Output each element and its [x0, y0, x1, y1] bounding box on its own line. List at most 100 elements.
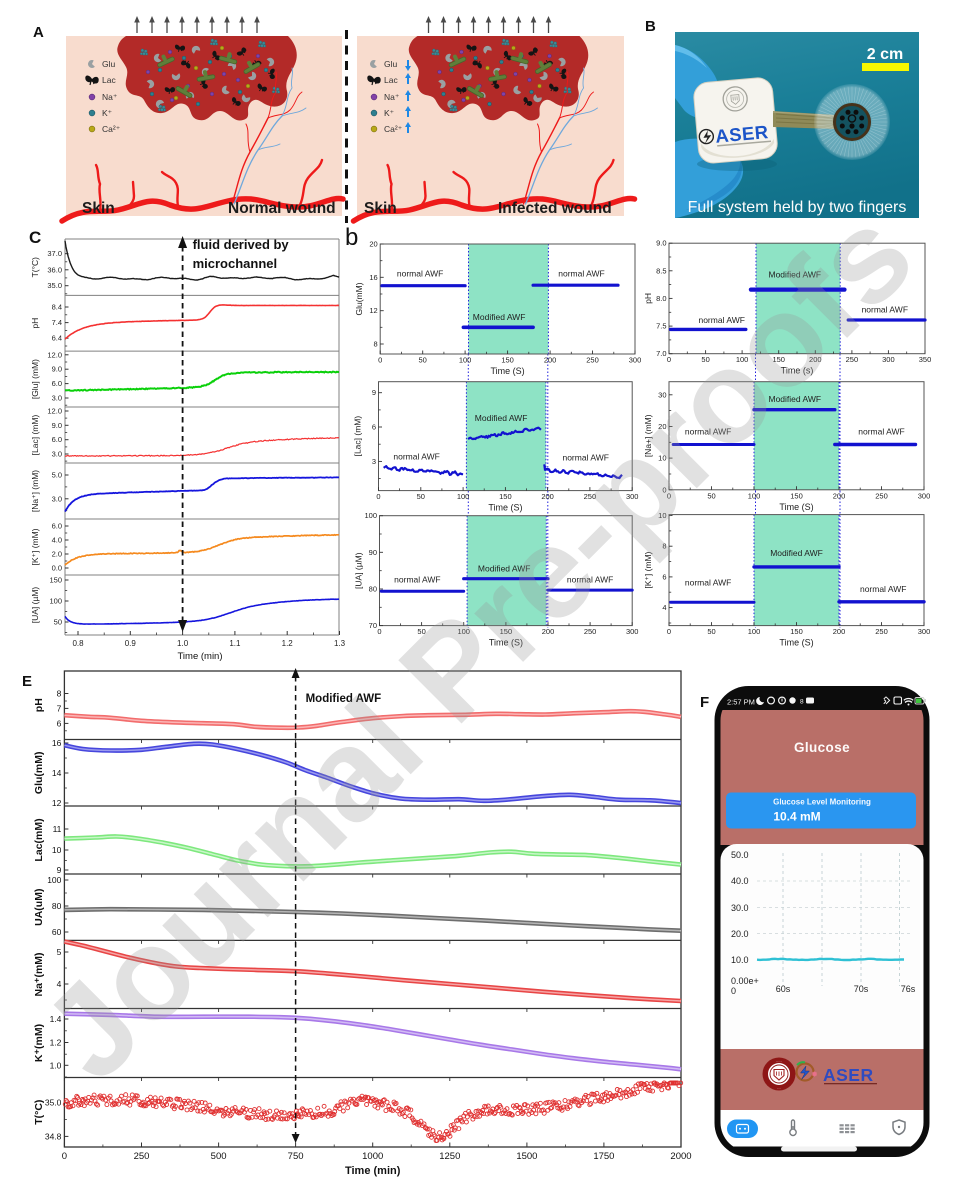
svg-text:2.0: 2.0	[52, 550, 62, 559]
svg-text:100: 100	[459, 356, 472, 365]
svg-text:Modified AWF: Modified AWF	[478, 563, 531, 573]
svg-text:0: 0	[667, 355, 671, 364]
svg-text:1500: 1500	[516, 1151, 537, 1162]
svg-text:100: 100	[364, 511, 377, 520]
svg-text:normal AWF: normal AWF	[393, 452, 439, 462]
svg-text:12.0: 12.0	[47, 350, 62, 359]
svg-text:7: 7	[57, 703, 62, 713]
svg-text:50: 50	[419, 356, 427, 365]
svg-text:1.4: 1.4	[50, 1014, 62, 1024]
svg-text:50: 50	[707, 627, 715, 636]
svg-text:100: 100	[736, 355, 749, 364]
svg-text:1.0: 1.0	[177, 639, 189, 648]
svg-text:1750: 1750	[593, 1151, 614, 1162]
svg-text:12: 12	[52, 798, 62, 808]
svg-text:8: 8	[800, 699, 804, 706]
svg-text:30.0: 30.0	[731, 903, 749, 913]
svg-text:T(°C): T(°C)	[33, 1100, 45, 1125]
svg-text:10: 10	[658, 454, 666, 463]
svg-text:3.0: 3.0	[52, 450, 62, 459]
svg-text:Time (S): Time (S)	[491, 366, 525, 376]
svg-text:8.0: 8.0	[656, 294, 666, 303]
svg-text:80: 80	[52, 901, 62, 911]
svg-text:20: 20	[658, 422, 666, 431]
svg-text:9.0: 9.0	[656, 239, 666, 248]
svg-text:7.5: 7.5	[656, 322, 666, 331]
svg-text:Glu(mM): Glu(mM)	[354, 282, 364, 315]
svg-text:normal AWF: normal AWF	[562, 452, 608, 462]
svg-text:7.0: 7.0	[656, 349, 666, 358]
svg-text:0: 0	[376, 492, 380, 501]
svg-text:50: 50	[417, 627, 425, 636]
svg-text:4: 4	[662, 603, 666, 612]
svg-text:8.4: 8.4	[52, 303, 62, 312]
svg-text:50: 50	[417, 492, 425, 501]
svg-text:[K⁺] (mM): [K⁺] (mM)	[643, 551, 653, 588]
svg-text:14: 14	[52, 768, 62, 778]
svg-text:10: 10	[658, 511, 666, 520]
svg-text:pH: pH	[30, 318, 40, 329]
svg-text:150: 150	[501, 356, 514, 365]
svg-text:12: 12	[369, 306, 377, 315]
svg-text:0: 0	[731, 986, 736, 996]
svg-text:Time (min): Time (min)	[345, 1165, 401, 1177]
svg-text:1.0: 1.0	[50, 1060, 62, 1070]
svg-text:1.1: 1.1	[229, 639, 241, 648]
svg-text:[UA] (µM): [UA] (µM)	[354, 552, 364, 589]
svg-text:76s: 76s	[901, 984, 916, 994]
svg-text:100: 100	[49, 597, 62, 606]
svg-text:150: 150	[500, 627, 513, 636]
svg-text:34.8: 34.8	[45, 1131, 62, 1141]
svg-text:K⁺(mM): K⁺(mM)	[33, 1024, 45, 1062]
svg-text:300: 300	[629, 356, 642, 365]
svg-text:300: 300	[626, 627, 639, 636]
svg-text:Skin: Skin	[364, 200, 397, 217]
svg-text:0: 0	[377, 627, 381, 636]
svg-text:0: 0	[62, 1151, 67, 1162]
svg-text:250: 250	[875, 627, 888, 636]
svg-text:35.0: 35.0	[45, 1097, 62, 1107]
svg-text:Modified AWF: Modified AWF	[769, 394, 822, 404]
svg-text:Modified AWF: Modified AWF	[306, 693, 382, 705]
svg-text:90: 90	[369, 548, 377, 557]
svg-text:[Lac] (mM): [Lac] (mM)	[353, 416, 363, 457]
svg-text:150: 150	[790, 491, 803, 500]
svg-text:0.8: 0.8	[72, 639, 84, 648]
svg-text:normal AWF: normal AWF	[685, 577, 731, 587]
svg-text:20: 20	[369, 240, 377, 249]
svg-text:40.0: 40.0	[731, 876, 749, 886]
svg-text:3.0: 3.0	[52, 394, 62, 403]
svg-text:F: F	[700, 694, 709, 711]
svg-text:2 cm: 2 cm	[867, 46, 903, 63]
svg-text:7.4: 7.4	[52, 318, 62, 327]
svg-text:8.5: 8.5	[656, 266, 666, 275]
svg-text:Normal wound: Normal wound	[228, 200, 336, 217]
svg-text:Na⁺: Na⁺	[102, 92, 118, 102]
svg-text:Ca²⁺: Ca²⁺	[102, 124, 121, 134]
svg-text:Glucose: Glucose	[794, 740, 850, 755]
svg-text:normal AWF: normal AWF	[858, 426, 904, 436]
svg-text:300: 300	[882, 355, 895, 364]
svg-text:9: 9	[57, 865, 62, 875]
svg-text:0: 0	[378, 356, 382, 365]
svg-text:microchannel: microchannel	[193, 256, 278, 271]
svg-text:ASER: ASER	[823, 1065, 874, 1085]
svg-text:···: ···	[777, 1087, 780, 1091]
svg-text:normal AWF: normal AWF	[860, 584, 906, 594]
svg-text:200: 200	[833, 491, 846, 500]
svg-text:9.0: 9.0	[52, 365, 62, 374]
svg-text:pH: pH	[33, 698, 45, 712]
svg-text:10.0: 10.0	[731, 955, 749, 965]
svg-text:35.0: 35.0	[47, 281, 62, 290]
svg-text:250: 250	[584, 627, 597, 636]
svg-text:0.0: 0.0	[52, 564, 62, 573]
svg-text:6.0: 6.0	[52, 522, 62, 531]
svg-text:Full system held by two finger: Full system held by two fingers	[688, 199, 907, 216]
svg-text:Time (S): Time (S)	[489, 638, 523, 648]
svg-text:UA(uM): UA(uM)	[33, 889, 45, 926]
svg-text:b: b	[345, 224, 358, 251]
svg-text:normal AWF: normal AWF	[558, 269, 604, 279]
svg-text:pH: pH	[643, 293, 653, 304]
svg-text:Time (min): Time (min)	[177, 651, 222, 662]
svg-text:Lac: Lac	[384, 75, 398, 85]
